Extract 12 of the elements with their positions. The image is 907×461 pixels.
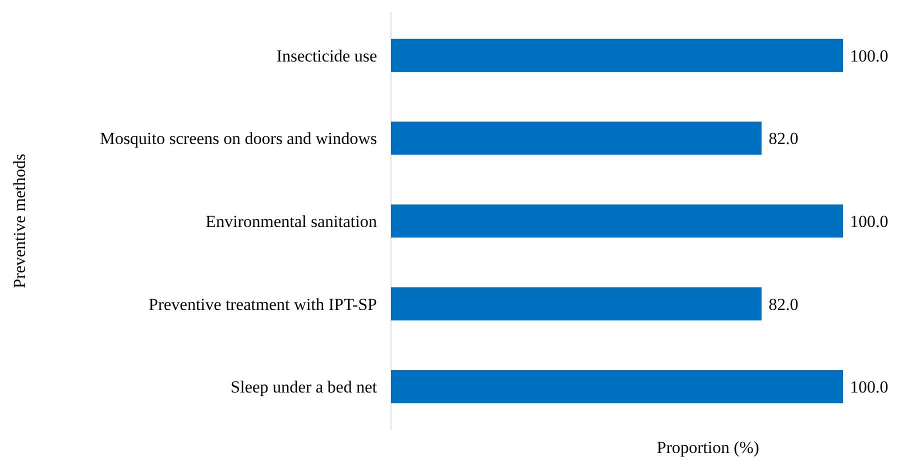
data-label: 100.0 xyxy=(850,212,888,231)
y-axis-title: Preventive methods xyxy=(10,154,29,288)
y-tick-label: Mosquito screens on doors and windows xyxy=(100,129,377,148)
data-label: 82.0 xyxy=(768,294,798,314)
y-tick-label: Preventive treatment with IPT-SP xyxy=(148,294,377,314)
y-tick-label: Environmental sanitation xyxy=(206,212,378,231)
data-label: 100.0 xyxy=(850,378,888,397)
x-axis-title: Proportion (%) xyxy=(656,438,760,457)
y-tick-label: Insecticide use xyxy=(276,46,377,66)
data-label: 82.0 xyxy=(768,129,798,148)
y-tick-label: Sleep under a bed net xyxy=(230,378,378,397)
data-label: 100.0 xyxy=(850,46,888,66)
